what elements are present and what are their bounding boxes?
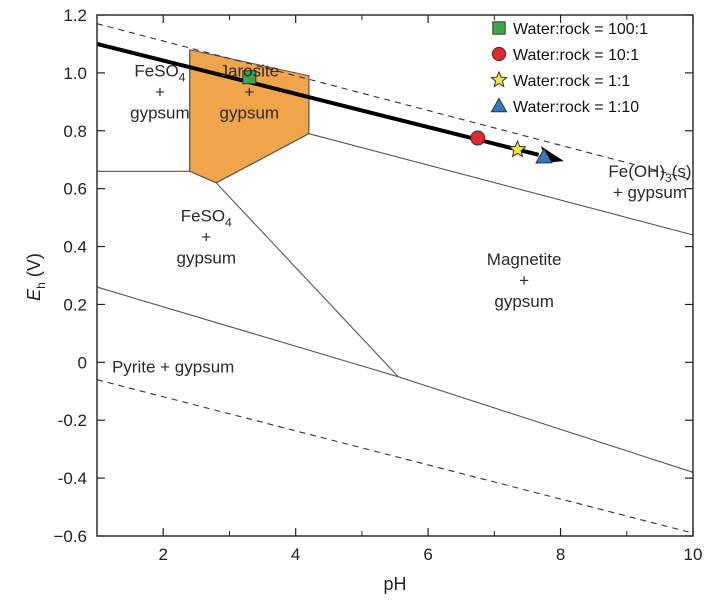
phase-boundary-line: [189, 170, 217, 184]
region-label-jarosite: Jarosite: [220, 62, 280, 81]
y-tick-label: −0.6: [53, 527, 87, 546]
legend: Water:rock = 100:1 Water:rock = 10:1 Water…: [490, 21, 648, 116]
region-label-feoh3: + gypsum: [613, 183, 687, 202]
region-label-feso4-upper: gypsum: [130, 104, 190, 123]
y-axis-label-unit: (V): [24, 253, 44, 282]
x-tick-label: 2: [158, 545, 167, 564]
legend-marker-square: [492, 21, 506, 35]
data-markers: [242, 70, 553, 164]
plot-background: [97, 15, 693, 536]
legend-label: Water:rock = 1:1: [513, 73, 630, 90]
y-tick-label: 0.8: [63, 122, 87, 141]
region-label-feso4-upper: +: [155, 83, 165, 102]
region-label-magnetite: Magnetite: [487, 250, 562, 269]
phase-boundary-line: [308, 133, 694, 236]
marker-circle: [470, 130, 486, 146]
phase-boundary-line: [215, 182, 399, 378]
legend-label: Water:rock = 10:1: [513, 47, 639, 64]
x-axis-label: pH: [383, 574, 406, 594]
legend-label: Water:rock = 100:1: [513, 21, 648, 38]
region-label-feoh3: Fe(OH)3(s): [608, 162, 691, 185]
y-axis-title: Eh (V): [24, 253, 48, 301]
x-tick-label: 10: [684, 545, 703, 564]
phase-boundaries: [96, 23, 694, 534]
y-tick-label: 0.6: [63, 180, 87, 199]
y-tick-label: 0: [78, 353, 87, 372]
y-tick-label: -0.2: [58, 411, 87, 430]
y-tick-label: 0.2: [63, 295, 87, 314]
y-axis-label: Eh (V): [24, 253, 48, 301]
x-axis-title: pH: [383, 574, 406, 594]
legend-label: Water:rock = 1:10: [513, 99, 639, 116]
phase-boundary-line: [398, 376, 694, 473]
x-tick-label: 6: [423, 545, 432, 564]
marker-star: [508, 139, 527, 158]
region-label-magnetite: gypsum: [494, 292, 554, 311]
y-axis-label-main: E: [24, 288, 44, 301]
y-axis-label-sub: h: [34, 282, 48, 289]
plot-frame: [96, 14, 694, 537]
x-tick-label: 4: [291, 545, 300, 564]
region-label-feso4-lower: FeSO4: [181, 206, 232, 229]
region-label-jarosite: gypsum: [220, 104, 280, 123]
y-tick-label: -0.4: [58, 469, 87, 488]
region-label-pyrite: Pyrite + gypsum: [112, 358, 234, 377]
region-label-feso4-lower: +: [201, 227, 211, 246]
axes: 2 4 6 8 10 −0.6 -0.4 -0.2 0 0.2 0.4 0.6 0.8 1.0 1.2: [53, 6, 702, 564]
marker-triangle: [535, 147, 553, 164]
legend-marker-triangle: [490, 97, 508, 113]
y-tick-label: 1.0: [63, 64, 87, 83]
region-label-jarosite: +: [244, 83, 254, 102]
legend-marker-star: [490, 70, 508, 88]
region-label-magnetite: +: [519, 271, 529, 290]
marker-square: [242, 70, 257, 85]
region-label-feso4-lower: gypsum: [177, 248, 237, 267]
water-stability-line: [96, 379, 694, 534]
phase-boundary-line: [215, 133, 310, 184]
water-stability-line: [96, 23, 694, 181]
trend-arrow-line: [96, 42, 540, 157]
region-label-feso4-upper: FeSO4: [134, 62, 185, 85]
phase-boundary-line: [96, 286, 399, 378]
x-tick-label: 8: [556, 545, 565, 564]
legend-marker-circle: [491, 46, 507, 62]
y-tick-label: 1.2: [63, 6, 87, 25]
y-tick-label: 0.4: [63, 238, 87, 257]
